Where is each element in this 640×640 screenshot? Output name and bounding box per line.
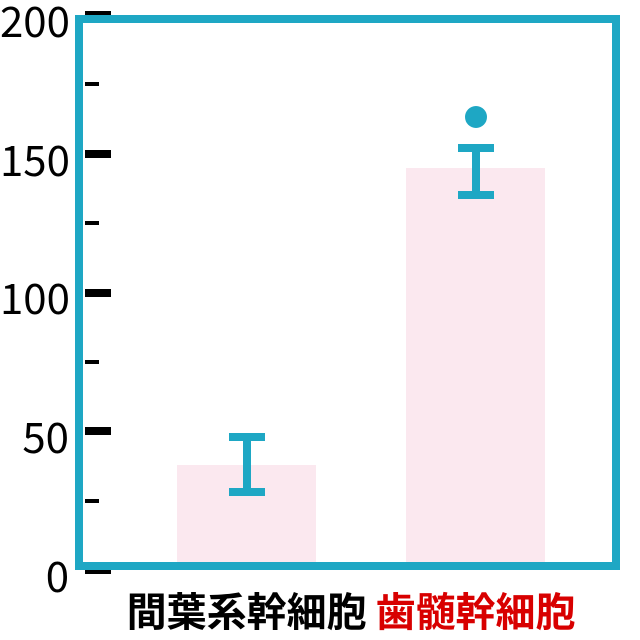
error-bar-cap [458,191,494,199]
plot-border-left [75,15,83,570]
error-bar-cap [229,433,265,441]
y-tick-minor [85,221,99,225]
y-tick-major [85,427,111,435]
error-bar-stem [243,437,251,493]
category-label: 歯髄幹細胞 [326,580,626,638]
y-tick-minor [85,82,99,86]
error-bar-stem [472,148,480,195]
y-tick-label: 150 [0,128,69,189]
bar [406,168,545,562]
plot-border-right [612,15,620,570]
y-tick-label: 50 [0,405,69,466]
error-bar-cap [458,144,494,152]
y-tick-label: 100 [0,266,69,327]
plot-border-bottom [75,562,620,570]
y-tick-minor [85,499,99,503]
plot-border-top [75,15,620,23]
y-tick-major [85,150,111,158]
significance-marker [465,106,487,128]
chart-root: { "chart": { "type": "bar", "plot": { "l… [0,0,640,640]
error-bar-cap [229,488,265,496]
y-tick-label: 200 [0,0,69,50]
y-tick-minor [85,360,99,364]
y-tick-label: 0 [0,544,69,605]
y-tick-major [85,289,111,297]
